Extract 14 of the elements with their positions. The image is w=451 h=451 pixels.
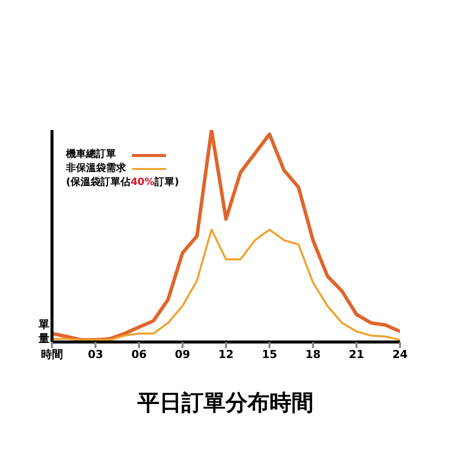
legend-label: 非保溫袋需求 [66, 162, 127, 176]
x-tick-label: 03 [88, 348, 104, 361]
x-tick-label: 12 [218, 348, 234, 361]
annotation: (保溫袋訂單佔40%訂單) [66, 177, 180, 188]
x-tick-label: 21 [348, 348, 364, 361]
x-tick-label: 時間 [41, 348, 63, 361]
text: 平日訂單分布時間 [136, 390, 314, 418]
x-tick-label: 15 [262, 348, 278, 361]
legend-label: 機車總訂單 [66, 148, 117, 162]
x-tick-label: 06 [131, 348, 147, 361]
y-axis-title: 單量 [38, 318, 50, 346]
x-tick-label: 24 [392, 348, 408, 361]
x-tick-label: 18 [305, 348, 321, 361]
x-tick-label: 09 [174, 348, 190, 361]
